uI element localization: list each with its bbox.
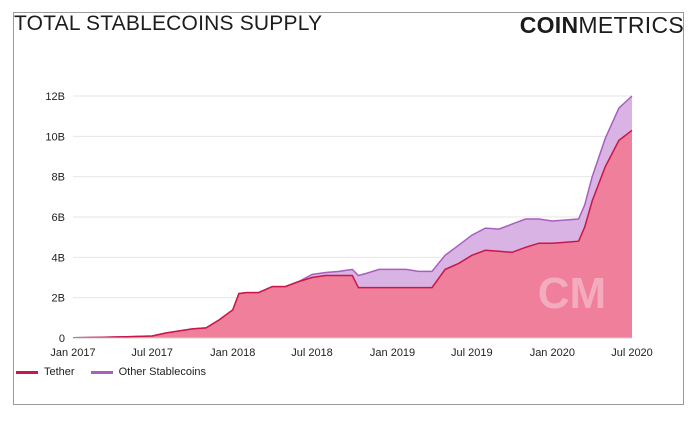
x-tick-label: Jan 2017 xyxy=(50,347,95,359)
y-tick-label: 0 xyxy=(59,333,65,345)
chart-card xyxy=(13,12,684,405)
y-tick-label: 12B xyxy=(45,91,65,103)
legend-swatch-tether xyxy=(16,370,38,374)
y-tick-label: 2B xyxy=(52,293,65,305)
x-tick-label: Jul 2019 xyxy=(451,347,493,359)
y-tick-label: 10B xyxy=(45,131,65,143)
x-tick-label: Jan 2018 xyxy=(210,347,255,359)
x-tick-label: Jul 2018 xyxy=(291,347,333,359)
x-tick-label: Jul 2017 xyxy=(131,347,173,359)
x-tick-label: Jan 2020 xyxy=(530,347,575,359)
y-tick-label: 6B xyxy=(52,212,65,224)
chart-legend: Tether Other Stablecoins xyxy=(16,366,222,378)
tether-line xyxy=(72,129,633,339)
y-tick-label: 8B xyxy=(52,172,65,184)
x-tick-label: Jul 2020 xyxy=(611,347,653,359)
tether-area xyxy=(73,130,632,338)
chart-title: TOTAL STABLECOINS SUPPLY xyxy=(14,12,323,35)
legend-label-tether: Tether xyxy=(44,366,75,378)
watermark-logo: CM xyxy=(538,269,606,318)
x-tick-label: Jan 2019 xyxy=(370,347,415,359)
legend-item-tether[interactable]: Tether xyxy=(16,366,75,378)
legend-item-other-stablecoins[interactable]: Other Stablecoins xyxy=(90,366,207,378)
brand-logo-bold: COIN xyxy=(519,12,579,38)
legend-label-other-stablecoins: Other Stablecoins xyxy=(118,366,207,378)
brand-logo: COINMETRICS xyxy=(520,12,684,39)
brand-logo-light: METRICS xyxy=(578,12,684,38)
y-tick-label: 4B xyxy=(52,252,65,264)
legend-swatch-other-stablecoins xyxy=(90,370,113,374)
